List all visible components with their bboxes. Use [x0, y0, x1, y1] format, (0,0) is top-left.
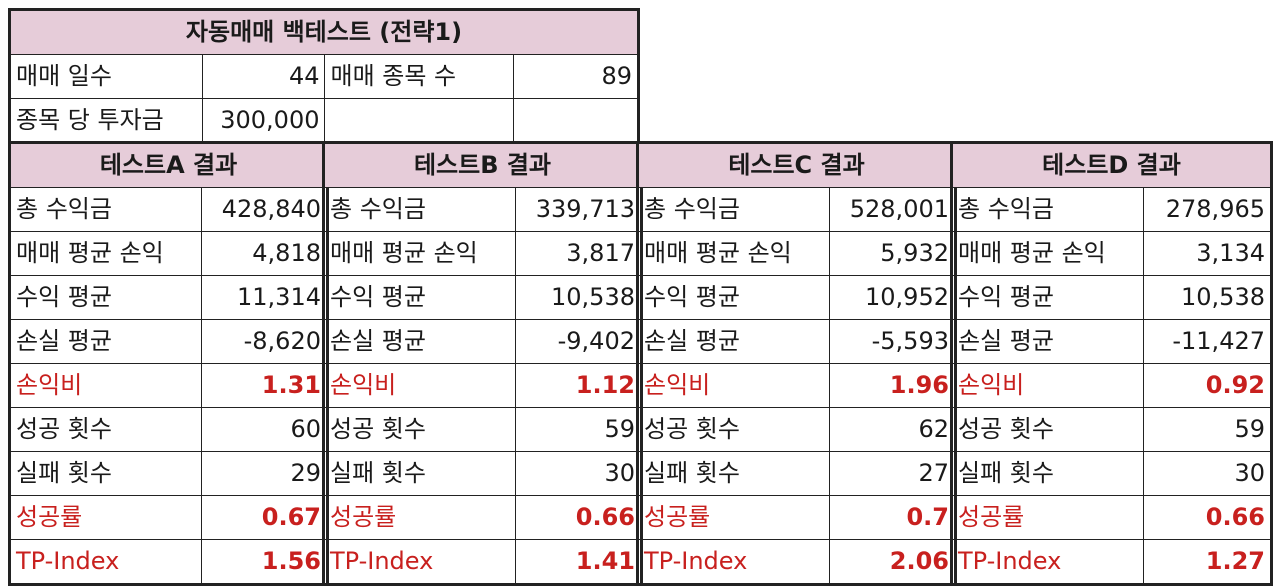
avg-profit-value: 10,538: [1143, 275, 1272, 320]
tp-index-value: 1.41: [515, 539, 642, 585]
per-stock-invest-value: 300,000: [201, 98, 326, 144]
avg-profit-label: 수익 평균: [9, 275, 202, 320]
test-d-table: 테스트D 결과 총 수익금 278,965 매매 평균 손익 3,134 수익 평균…: [950, 141, 1273, 586]
success-rate-label: 성공률: [951, 495, 1144, 540]
pl-ratio-label: 손익비: [9, 363, 202, 408]
avg-pl-value: 4,818: [201, 231, 328, 276]
tp-index-label: TP-Index: [323, 539, 516, 585]
tp-index-label: TP-Index: [637, 539, 830, 585]
success-count-value: 62: [829, 407, 956, 452]
pl-ratio-value: 1.96: [829, 363, 956, 408]
test-a-table: 테스트A 결과 총 수익금 428,840 매매 평균 손익 4,818 수익 평균…: [8, 141, 329, 586]
avg-loss-value: -8,620: [201, 319, 328, 364]
tp-index-value: 1.56: [201, 539, 328, 585]
avg-pl-value: 5,932: [829, 231, 956, 276]
test-d-title: 테스트D 결과: [951, 142, 1272, 188]
test-b-title: 테스트B 결과: [323, 142, 642, 188]
fail-count-value: 30: [515, 451, 642, 496]
tp-index-label: TP-Index: [9, 539, 202, 585]
avg-profit-value: 10,952: [829, 275, 956, 320]
success-rate-value: 0.7: [829, 495, 956, 540]
avg-loss-label: 손실 평균: [637, 319, 830, 364]
empty-cell: [324, 98, 515, 144]
summary-title: 자동매매 백테스트 (전략1): [9, 9, 639, 55]
avg-loss-value: -9,402: [515, 319, 642, 364]
total-profit-value: 339,713: [515, 187, 642, 232]
summary-table: 자동매매 백테스트 (전략1) 매매 일수 44 매매 종목 수 89 종목 당…: [8, 8, 640, 145]
total-profit-value: 428,840: [201, 187, 328, 232]
empty-cell: [513, 98, 639, 144]
success-count-value: 60: [201, 407, 328, 452]
fail-count-label: 실패 횟수: [9, 451, 202, 496]
total-profit-value: 278,965: [1143, 187, 1272, 232]
avg-loss-label: 손실 평균: [323, 319, 516, 364]
success-rate-label: 성공률: [637, 495, 830, 540]
tp-index-label: TP-Index: [951, 539, 1144, 585]
avg-pl-label: 매매 평균 손익: [9, 231, 202, 276]
avg-pl-label: 매매 평균 손익: [951, 231, 1144, 276]
avg-pl-value: 3,134: [1143, 231, 1272, 276]
success-count-label: 성공 횟수: [323, 407, 516, 452]
success-rate-value: 0.67: [201, 495, 328, 540]
avg-loss-label: 손실 평균: [9, 319, 202, 364]
total-profit-value: 528,001: [829, 187, 956, 232]
avg-profit-value: 10,538: [515, 275, 642, 320]
total-profit-label: 총 수익금: [637, 187, 830, 232]
success-count-label: 성공 횟수: [637, 407, 830, 452]
avg-pl-label: 매매 평균 손익: [323, 231, 516, 276]
per-stock-invest-label: 종목 당 투자금: [9, 98, 203, 144]
success-rate-value: 0.66: [1143, 495, 1272, 540]
avg-profit-label: 수익 평균: [323, 275, 516, 320]
total-profit-label: 총 수익금: [951, 187, 1144, 232]
avg-pl-value: 3,817: [515, 231, 642, 276]
test-c-table: 테스트C 결과 총 수익금 528,001 매매 평균 손익 5,932 수익 평균…: [636, 141, 957, 586]
success-rate-value: 0.66: [515, 495, 642, 540]
trade-days-value: 44: [201, 54, 326, 99]
avg-profit-label: 수익 평균: [637, 275, 830, 320]
fail-count-value: 29: [201, 451, 328, 496]
tp-index-value: 2.06: [829, 539, 956, 585]
pl-ratio-label: 손익비: [637, 363, 830, 408]
tp-index-value: 1.27: [1143, 539, 1272, 585]
test-a-title: 테스트A 결과: [9, 142, 328, 188]
pl-ratio-value: 0.92: [1143, 363, 1272, 408]
trade-stocks-value: 89: [513, 54, 639, 99]
avg-loss-value: -11,427: [1143, 319, 1272, 364]
success-rate-label: 성공률: [9, 495, 202, 540]
avg-loss-value: -5,593: [829, 319, 956, 364]
fail-count-label: 실패 횟수: [637, 451, 830, 496]
success-count-value: 59: [515, 407, 642, 452]
success-count-value: 59: [1143, 407, 1272, 452]
success-count-label: 성공 횟수: [9, 407, 202, 452]
success-count-label: 성공 횟수: [951, 407, 1144, 452]
pl-ratio-value: 1.12: [515, 363, 642, 408]
avg-profit-value: 11,314: [201, 275, 328, 320]
pl-ratio-label: 손익비: [323, 363, 516, 408]
pl-ratio-label: 손익비: [951, 363, 1144, 408]
test-b-table: 테스트B 결과 총 수익금 339,713 매매 평균 손익 3,817 수익 평균…: [322, 141, 643, 586]
total-profit-label: 총 수익금: [323, 187, 516, 232]
total-profit-label: 총 수익금: [9, 187, 202, 232]
pl-ratio-value: 1.31: [201, 363, 328, 408]
avg-profit-label: 수익 평균: [951, 275, 1144, 320]
test-c-title: 테스트C 결과: [637, 142, 956, 188]
fail-count-value: 27: [829, 451, 956, 496]
trade-days-label: 매매 일수: [9, 54, 203, 99]
success-rate-label: 성공률: [323, 495, 516, 540]
avg-pl-label: 매매 평균 손익: [637, 231, 830, 276]
fail-count-label: 실패 횟수: [323, 451, 516, 496]
avg-loss-label: 손실 평균: [951, 319, 1144, 364]
fail-count-label: 실패 횟수: [951, 451, 1144, 496]
trade-stocks-label: 매매 종목 수: [324, 54, 515, 99]
fail-count-value: 30: [1143, 451, 1272, 496]
